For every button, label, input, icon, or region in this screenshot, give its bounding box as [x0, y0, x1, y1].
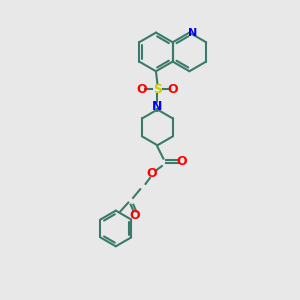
- Text: N: N: [188, 28, 197, 38]
- Text: O: O: [137, 82, 147, 96]
- Text: O: O: [130, 208, 140, 222]
- Text: N: N: [152, 100, 163, 113]
- Text: O: O: [176, 155, 187, 168]
- Text: O: O: [146, 167, 157, 180]
- Text: S: S: [153, 82, 162, 96]
- Text: O: O: [168, 82, 178, 96]
